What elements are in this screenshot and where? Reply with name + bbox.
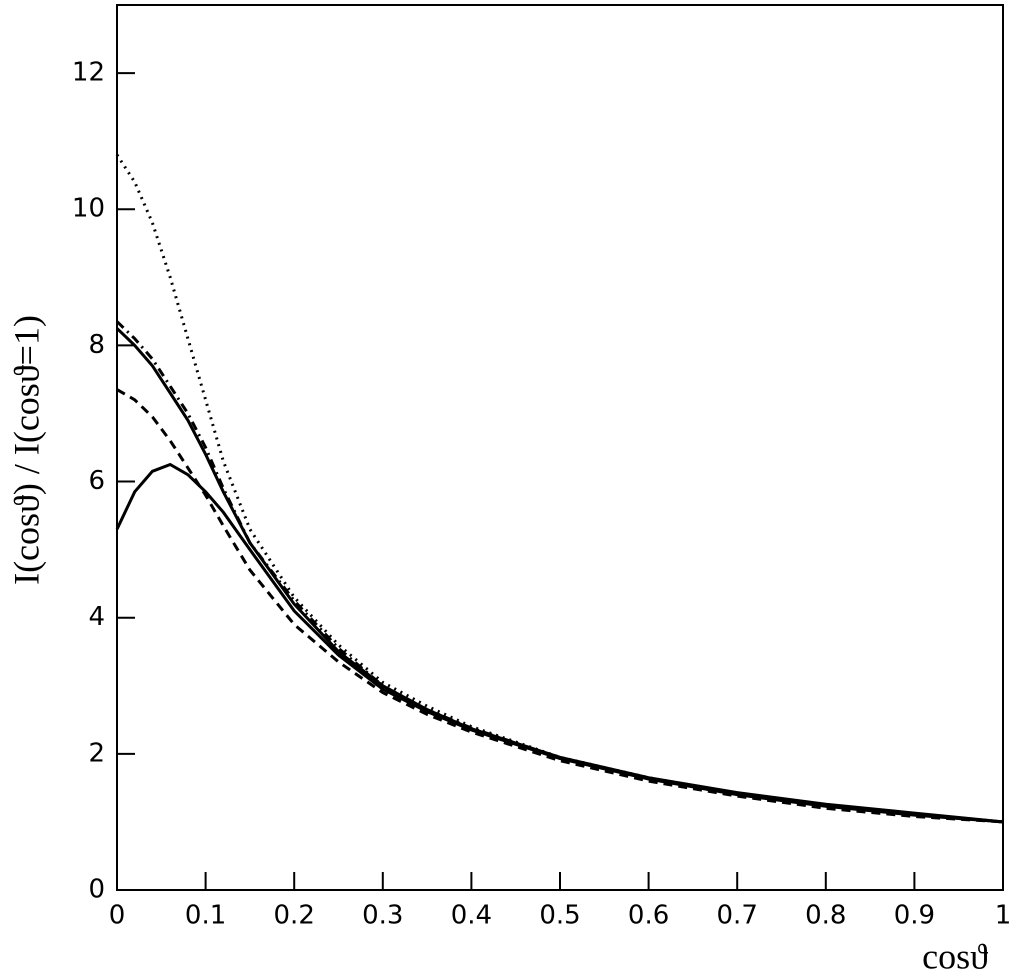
x-tick-label: 0.2 [274,901,315,931]
x-tick-label: 0.6 [628,901,669,931]
x-tick-label: 0.4 [451,901,492,931]
data-line [115,462,1004,824]
x-axis-title: cosϑ [922,936,988,976]
y-tick-label: 4 [88,602,105,632]
data-line [115,320,1004,824]
y-tick-label: 6 [88,466,105,496]
x-tick-label: 0.5 [539,901,580,931]
data-line [115,327,1004,824]
data-line [115,153,1004,824]
y-tick-label: 12 [72,58,105,88]
x-tick-label: 0.3 [362,901,403,931]
y-tick-label: 2 [88,738,105,768]
x-tick-label: 0.9 [894,901,935,931]
x-tick-label: 0.7 [717,901,758,931]
y-axis-title: I(cosϑ) / I(cosϑ=1) [6,315,46,585]
y-tick-label: 10 [72,194,105,224]
x-tick-label: 1 [995,901,1010,931]
x-tick-label: 0 [109,901,126,931]
x-tick-label: 0.1 [185,901,226,931]
y-tick-label: 8 [88,330,105,360]
y-tick-label: 0 [88,875,105,905]
x-tick-label: 0.8 [805,901,846,931]
